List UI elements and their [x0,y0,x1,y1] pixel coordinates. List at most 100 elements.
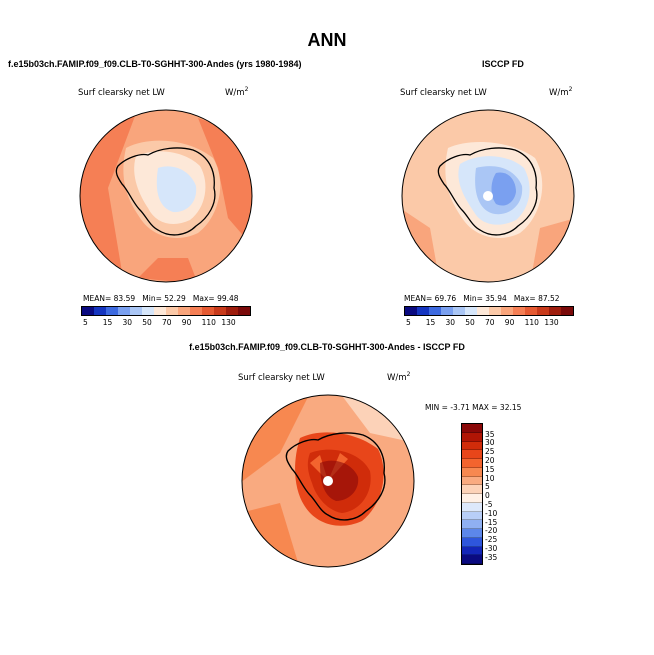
panel2-polar-map [401,109,575,283]
colorbar-swatch [462,537,482,547]
colorbar-swatch [154,307,166,315]
panel2-colorbar-ticks: 5 15 30 50 70 90 110 130 [404,318,572,328]
colorbar-swatch [489,307,501,315]
colorbar-tick-label: 15 [425,318,436,327]
panel2-case-title: ISCCP FD [482,59,524,69]
panel1-colorbar-ticks: 5 15 30 50 70 90 110 130 [81,318,249,328]
colorbar-tick-label: 5 [485,482,490,492]
panel3-colorbar [461,423,483,565]
colorbar-swatch [202,307,214,315]
colorbar-swatch [462,459,482,468]
panel3-pole-gap [323,476,333,486]
panel3-min-max: MIN = -3.71 MAX = 32.15 [425,403,522,412]
colorbar-tick-label: 5 [82,318,88,327]
colorbar-swatch [513,307,525,315]
colorbar-swatch [453,307,465,315]
colorbar-swatch [462,485,482,494]
panel3-polar-map [241,394,415,568]
panel3-weak-streaks [310,453,348,481]
panel1-coastline [115,147,216,236]
colorbar-swatch [462,432,482,442]
panel2-field-label: Surf clearsky net LW [400,88,487,98]
colorbar-swatch [238,307,250,315]
colorbar-tick-label: 50 [142,318,152,327]
panel3-units: W/m2 [387,371,411,383]
colorbar-swatch [462,520,482,529]
colorbar-tick-label: 10 [485,473,495,483]
colorbar-tick-label: -25 [485,535,498,545]
panel3-difference-core [320,460,359,501]
panel1-warm-region-south [138,258,198,282]
colorbar-tick-label: -5 [485,500,493,510]
panel2-pole-gap [483,191,493,201]
colorbar-swatch [462,529,482,538]
panel1-polar-map [79,109,253,283]
colorbar-swatch [94,307,106,315]
colorbar-swatch [561,307,573,315]
colorbar-tick-label: 130 [544,318,559,327]
colorbar-tick-label: 70 [162,318,172,327]
panel2-coldest-core [491,172,516,206]
colorbar-tick-label: 35 [485,429,495,439]
panel1-units: W/m2 [225,86,249,98]
panel2-units: W/m2 [549,86,573,98]
colorbar-tick-label: 20 [485,456,495,466]
colorbar-swatch [462,511,482,521]
colorbar-swatch [462,476,482,486]
colorbar-swatch [462,424,482,433]
colorbar-tick-label: 15 [102,318,113,327]
colorbar-tick-label: -10 [485,508,498,518]
colorbar-swatch [178,307,190,315]
colorbar-tick-label: 110 [201,318,216,327]
panel3-coastline [285,432,386,521]
colorbar-swatch [549,307,561,315]
colorbar-swatch [477,307,489,315]
colorbar-swatch [465,307,477,315]
colorbar-swatch [166,307,178,315]
colorbar-swatch [462,555,482,564]
colorbar-tick-label: -30 [485,544,498,553]
panel2-coastline [437,147,538,236]
colorbar-tick-label: 130 [221,318,236,327]
colorbar-swatch [462,450,482,459]
colorbar-swatch [462,546,482,556]
colorbar-tick-label: -35 [485,552,498,562]
colorbar-tick-label: -20 [485,526,498,536]
colorbar-tick-label: -15 [485,517,498,527]
colorbar-tick-label: 30 [445,318,456,327]
colorbar-swatch [226,307,238,315]
panel1-map-border [79,109,253,283]
colorbar-tick-label: 90 [181,318,192,327]
colorbar-swatch [142,307,154,315]
colorbar-swatch [118,307,130,315]
colorbar-swatch [462,494,482,503]
colorbar-tick-label: 15 [485,464,495,474]
colorbar-tick-label: 90 [504,318,515,327]
colorbar-swatch [82,307,94,315]
panel3-case-title: f.e15b03ch.FAMIP.f09_f09.CLB-T0-SGHHT-30… [189,342,465,352]
panel1-colorbar [81,306,251,316]
colorbar-swatch [417,307,429,315]
panel1-case-title: f.e15b03ch.FAMIP.f09_f09.CLB-T0-SGHHT-30… [8,59,302,69]
colorbar-swatch [462,441,482,451]
panel2-colorbar [404,306,574,316]
colorbar-tick-label: 30 [485,438,495,448]
panel1-stats: MEAN= 83.59 Min= 52.29 Max= 99.48 [83,294,239,303]
colorbar-swatch [130,307,142,315]
panel1-cold-plateau [156,166,197,213]
colorbar-swatch [106,307,118,315]
panel2-map-border [401,109,575,283]
colorbar-swatch [525,307,537,315]
colorbar-swatch [214,307,226,315]
colorbar-tick-label: 50 [465,318,475,327]
panel1-field-label: Surf clearsky net LW [78,88,165,98]
page-title: ANN [307,30,347,50]
colorbar-tick-label: 5 [405,318,411,327]
colorbar-swatch [501,307,513,315]
colorbar-swatch [462,467,482,477]
panel3-map-border [241,394,415,568]
panel2-stats: MEAN= 69.76 Min= 35.94 Max= 87.52 [404,294,560,303]
colorbar-tick-label: 0 [485,491,490,501]
panel1-warm-region-west [80,110,138,282]
colorbar-tick-label: 25 [485,447,495,457]
